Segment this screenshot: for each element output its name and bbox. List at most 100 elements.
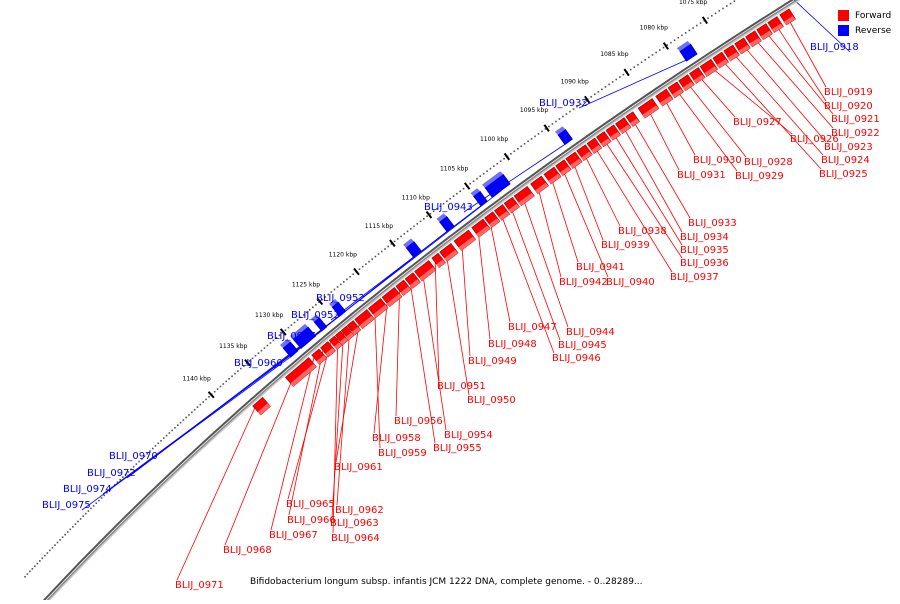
scale-dot: [324, 296, 326, 298]
scale-dot: [534, 135, 536, 138]
gene-label-BLIJ_0934[interactable]: BLIJ_0934: [680, 232, 729, 243]
gene-label-BLIJ_0975[interactable]: BLIJ_0975: [42, 500, 91, 511]
gene-label-BLIJ_0927[interactable]: BLIJ_0927: [733, 117, 782, 128]
gene-label-BLIJ_0958[interactable]: BLIJ_0958: [372, 433, 421, 444]
scale-dot: [196, 406, 199, 408]
scale-dot: [377, 253, 380, 255]
gene-BLIJ_0944-top: [518, 193, 535, 206]
scale-dot: [269, 342, 272, 344]
gene-label-BLIJ_0943[interactable]: BLIJ_0943: [424, 202, 473, 213]
gene-label-BLIJ_0918[interactable]: BLIJ_0918: [810, 42, 859, 53]
gene-label-BLIJ_0939[interactable]: BLIJ_0939: [601, 240, 650, 251]
gene-label-BLIJ_0974[interactable]: BLIJ_0974: [63, 484, 112, 495]
gene-label-BLIJ_0959[interactable]: BLIJ_0959: [378, 448, 427, 459]
gene-label-BLIJ_0928[interactable]: BLIJ_0928: [744, 157, 793, 168]
gene-leader: [644, 103, 680, 171]
gene-label-BLIJ_0942[interactable]: BLIJ_0942: [559, 277, 608, 288]
scale-dot: [191, 411, 193, 414]
gene-label-BLIJ_0925[interactable]: BLIJ_0925: [819, 169, 868, 180]
gene-label-BLIJ_0922[interactable]: BLIJ_0922: [831, 128, 880, 139]
gene-leader: [760, 26, 834, 115]
scale-dot: [234, 372, 236, 375]
gene-label-BLIJ_0972[interactable]: BLIJ_0972: [87, 468, 136, 479]
scale-dot: [182, 419, 185, 421]
gene-label-BLIJ_0961[interactable]: BLIJ_0961: [334, 462, 383, 473]
gene-BLIJ_0924-top: [727, 52, 740, 61]
scale-dot: [565, 113, 568, 115]
gene-label-BLIJ_0929[interactable]: BLIJ_0929: [735, 171, 784, 182]
gene-label-BLIJ_0932[interactable]: BLIJ_0932: [539, 98, 588, 109]
scale-dot: [54, 544, 56, 546]
gene-label-BLIJ_0956[interactable]: BLIJ_0956: [394, 416, 443, 427]
gene-BLIJ_0940-top: [559, 166, 572, 176]
gene-label-BLIJ_0933[interactable]: BLIJ_0933: [688, 218, 737, 229]
gene-BLIJ_0928-top: [682, 81, 695, 91]
gene-label-BLIJ_0945[interactable]: BLIJ_0945: [558, 340, 607, 351]
gene-label-BLIJ_0923[interactable]: BLIJ_0923: [824, 142, 873, 153]
scale-dot: [248, 360, 251, 362]
gene-label-BLIJ_0946[interactable]: BLIJ_0946: [552, 353, 601, 364]
scale-tick: [353, 267, 360, 276]
scale-dot: [275, 337, 278, 339]
gene-label-BLIJ_0941[interactable]: BLIJ_0941: [576, 262, 625, 273]
gene-label-BLIJ_0936[interactable]: BLIJ_0936: [680, 258, 729, 269]
gene-BLIJ_0931-top: [641, 105, 659, 119]
gene-leader: [336, 323, 351, 506]
scale-dot: [384, 248, 386, 250]
gene-label-BLIJ_0963[interactable]: BLIJ_0963: [330, 518, 379, 529]
gene-label-BLIJ_0931[interactable]: BLIJ_0931: [677, 170, 726, 181]
scale-dot: [583, 100, 585, 103]
gene-BLIJ_0939-top: [569, 158, 583, 169]
scale-dot: [659, 49, 661, 51]
gene-label-BLIJ_0937[interactable]: BLIJ_0937: [670, 272, 719, 283]
gene-label-BLIJ_0955[interactable]: BLIJ_0955: [433, 443, 482, 454]
gene-label-BLIJ_0926[interactable]: BLIJ_0926: [790, 134, 839, 145]
scale-dot: [413, 225, 415, 228]
gene-label-BLIJ_0954[interactable]: BLIJ_0954: [444, 430, 493, 441]
gene-label-BLIJ_0940[interactable]: BLIJ_0940: [606, 277, 655, 288]
gene-BLIJ_0970-top: [329, 299, 339, 307]
scale-dot: [393, 240, 396, 243]
scale-tick: [623, 68, 630, 77]
gene-label-BLIJ_0967[interactable]: BLIJ_0967: [269, 530, 318, 541]
gene-label-BLIJ_0949[interactable]: BLIJ_0949: [468, 356, 517, 367]
gene-label-BLIJ_0919[interactable]: BLIJ_0919: [824, 87, 873, 98]
scale-dot: [569, 110, 571, 113]
scale-dot: [462, 187, 465, 190]
gene-label-BLIJ_0960[interactable]: BLIJ_0960: [234, 358, 283, 369]
gene-label-BLIJ_0952[interactable]: BLIJ_0952: [316, 293, 365, 304]
scale-dot: [459, 190, 461, 192]
gene-label-BLIJ_0921[interactable]: BLIJ_0921: [831, 114, 880, 125]
gene-label-BLIJ_0965[interactable]: BLIJ_0965: [286, 499, 335, 510]
gene-leader: [609, 127, 683, 246]
gene-label-BLIJ_0970[interactable]: BLIJ_0970: [109, 451, 158, 462]
scale-dot: [684, 32, 687, 34]
gene-label-BLIJ_0938[interactable]: BLIJ_0938: [618, 226, 667, 237]
kbp-tick-label: 1120 kbp: [329, 251, 357, 258]
scale-dot: [168, 432, 171, 434]
gene-label-BLIJ_0935[interactable]: BLIJ_0935: [680, 245, 729, 256]
gene-label-BLIJ_0951[interactable]: BLIJ_0951: [437, 381, 486, 392]
gene-label-BLIJ_0920[interactable]: BLIJ_0920: [824, 101, 873, 112]
scale-dot: [26, 573, 29, 575]
scale-dot: [237, 370, 239, 372]
gene-label-BLIJ_0957[interactable]: BLIJ_0957: [267, 331, 316, 342]
gene-label-BLIJ_0968[interactable]: BLIJ_0968: [223, 545, 272, 556]
gene-label-BLIJ_0962[interactable]: BLIJ_0962: [335, 505, 384, 516]
gene-label-BLIJ_0930[interactable]: BLIJ_0930: [693, 155, 742, 166]
gene-leader: [288, 344, 325, 516]
gene-label-BLIJ_0944[interactable]: BLIJ_0944: [566, 327, 615, 338]
gene-label-BLIJ_0971[interactable]: BLIJ_0971: [175, 580, 224, 591]
gene-label-BLIJ_0948[interactable]: BLIJ_0948: [488, 339, 537, 350]
gene-label-BLIJ_0953[interactable]: BLIJ_0953: [291, 310, 340, 321]
scale-dot: [622, 73, 625, 76]
scale-dot: [648, 56, 650, 59]
gene-label-BLIJ_0950[interactable]: BLIJ_0950: [467, 395, 516, 406]
gene-label-BLIJ_0924[interactable]: BLIJ_0924: [821, 155, 870, 166]
gene-label-BLIJ_0964[interactable]: BLIJ_0964: [331, 533, 380, 544]
scale-dot: [242, 365, 245, 367]
gene-label-BLIJ_0966[interactable]: BLIJ_0966: [287, 515, 336, 526]
gene-leader: [374, 303, 381, 449]
gene-label-BLIJ_0947[interactable]: BLIJ_0947: [508, 322, 557, 333]
scale-dot: [146, 452, 149, 455]
